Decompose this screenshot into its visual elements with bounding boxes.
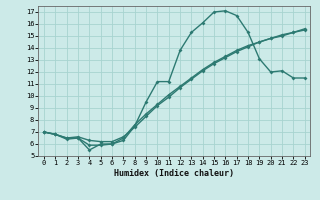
- X-axis label: Humidex (Indice chaleur): Humidex (Indice chaleur): [115, 169, 234, 178]
